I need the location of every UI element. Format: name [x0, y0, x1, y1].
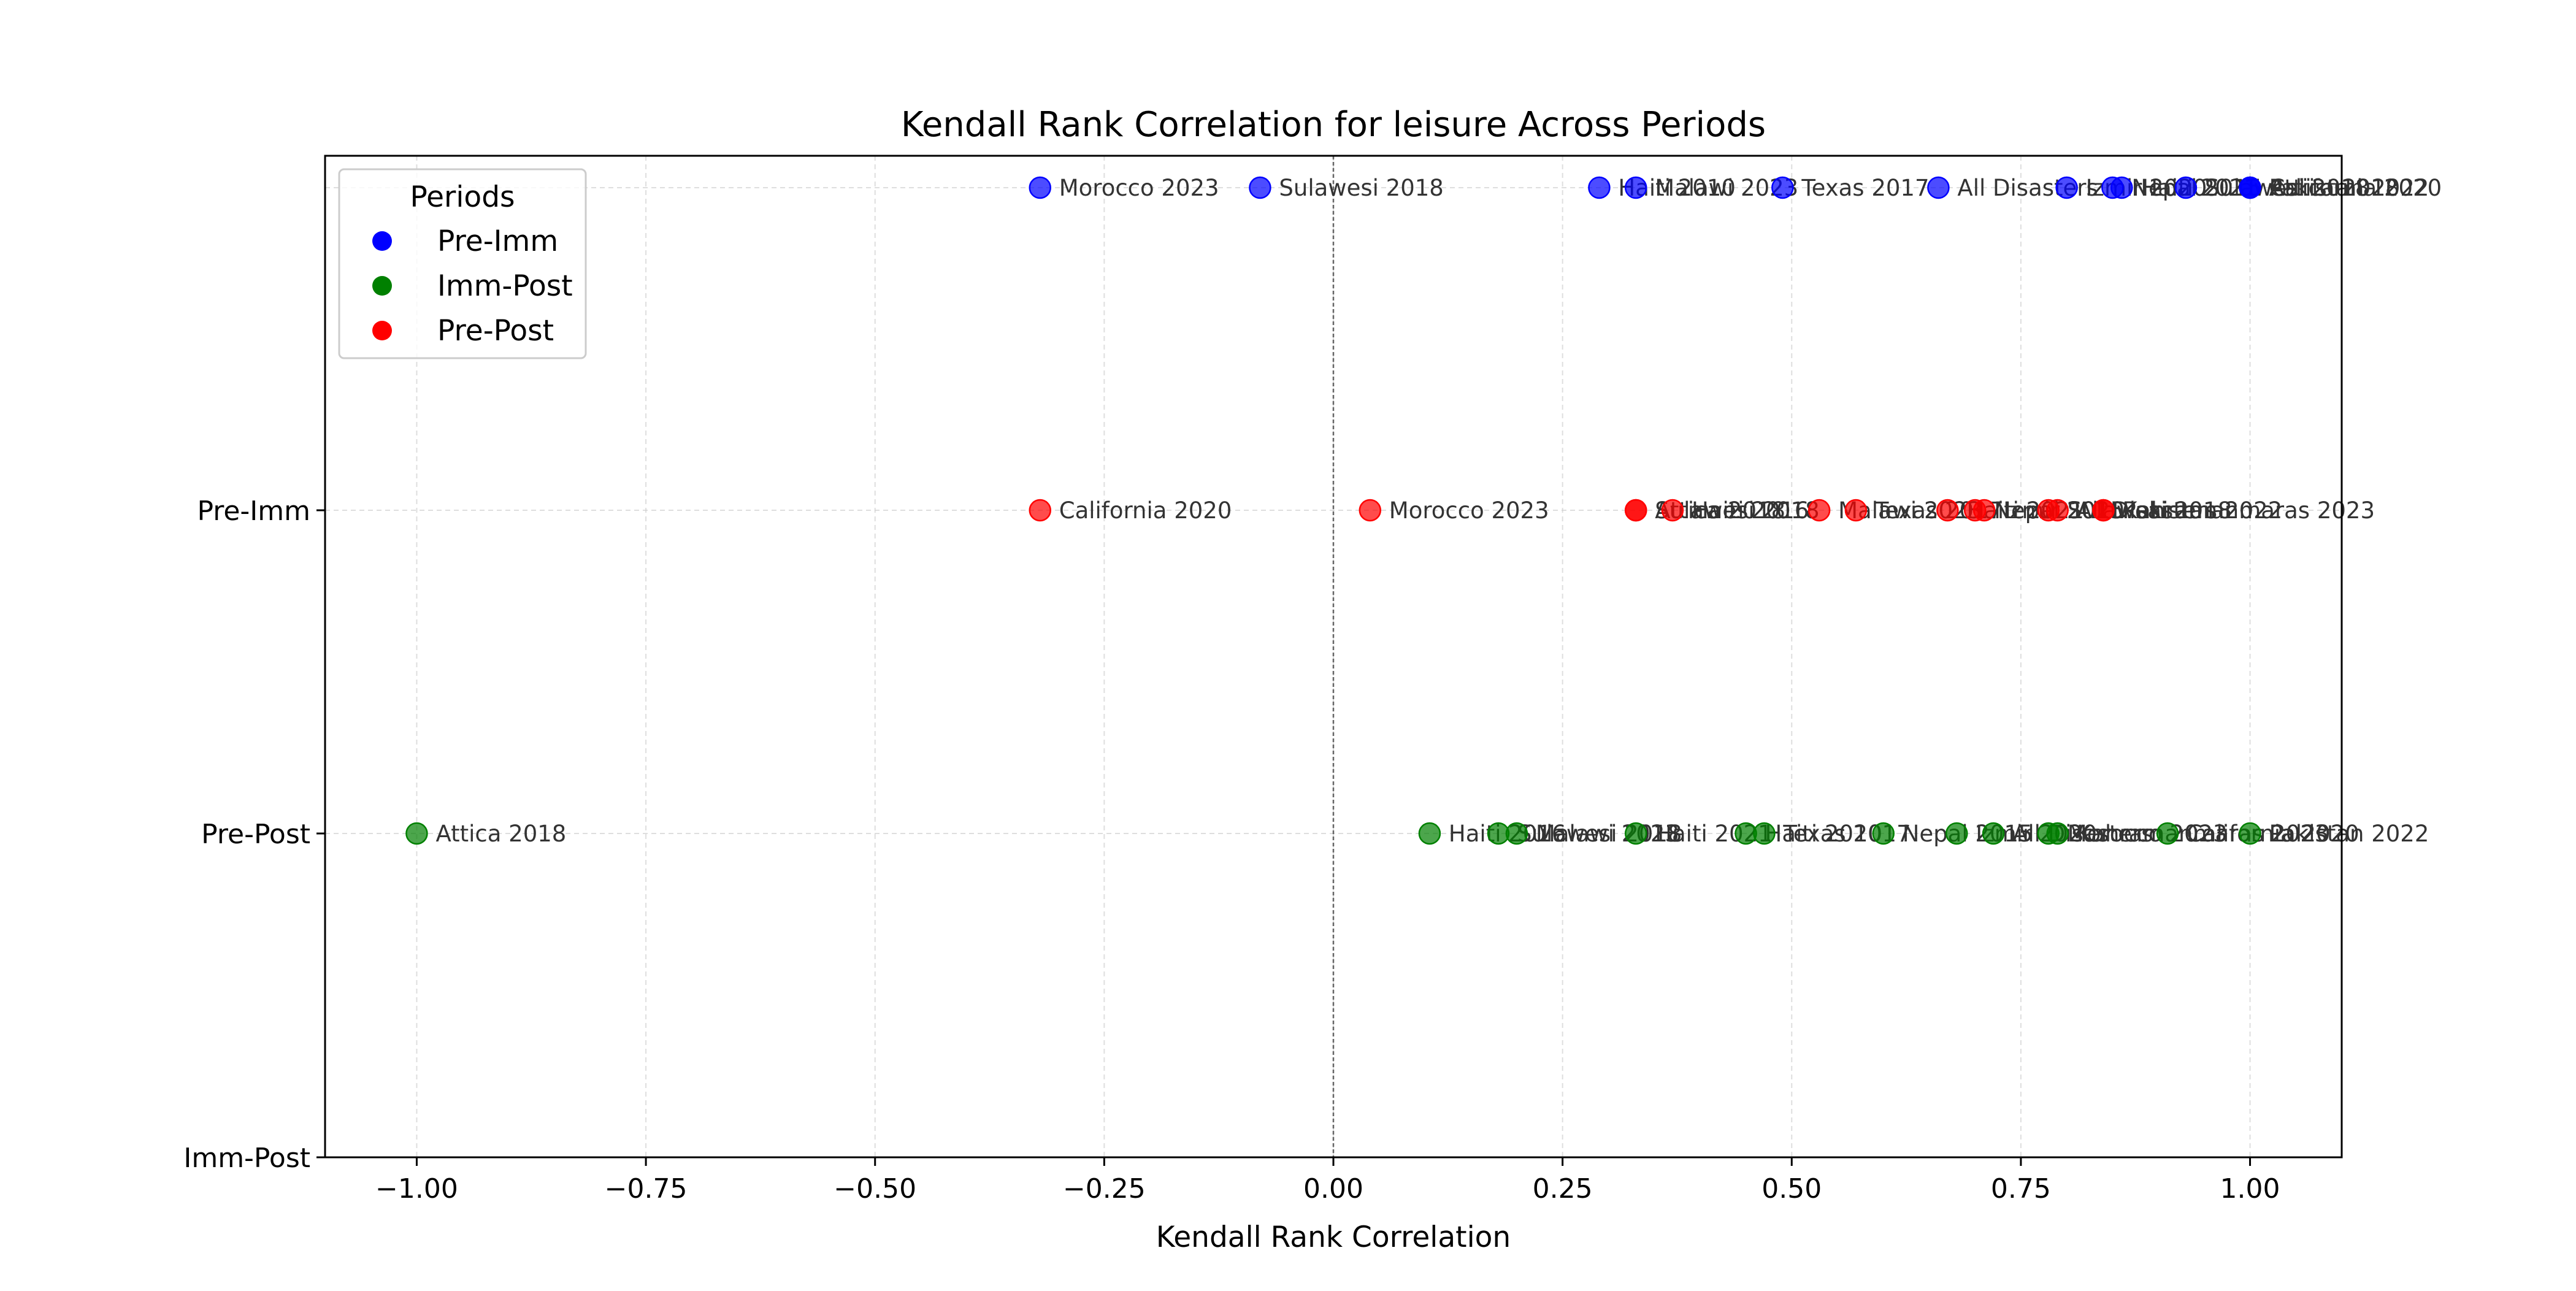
data-point-label: Haiti 2021	[2141, 175, 2258, 201]
data-point-label: All Disasters	[2012, 821, 2153, 847]
data-point	[1927, 176, 1950, 199]
data-point	[1029, 499, 1051, 522]
x-tick-label: 0.50	[1761, 1173, 1822, 1205]
data-point-label: California 2020	[2187, 821, 2359, 847]
data-point	[1872, 822, 1895, 845]
data-point	[1624, 499, 1647, 522]
data-point-label: California 2020	[2269, 175, 2442, 201]
data-point	[2046, 499, 2069, 522]
data-point-label: Attica 2018	[435, 821, 566, 847]
data-point-label: Pakistan 2022	[2269, 821, 2429, 847]
data-point-label: Pakistan 2022	[2269, 175, 2429, 201]
data-point	[2092, 499, 2115, 522]
data-point	[1844, 499, 1868, 522]
data-point-label: Kahramanmaras 2023	[2077, 821, 2329, 847]
x-tick-label: 0.75	[1991, 1173, 2051, 1205]
legend-marker	[372, 321, 392, 340]
data-point	[1359, 499, 1382, 522]
legend-box	[338, 168, 587, 359]
legend-entry-label: Imm-Post	[437, 269, 573, 303]
x-axis-ticks: −1.00 −0.75 −0.50 −0.25 0.00 0.25 0.50 0.75 1.00	[375, 1157, 2280, 1205]
data-point-label: Morocco 2023	[2068, 821, 2228, 847]
data-point-label: Haiti 2010	[1765, 821, 1883, 847]
data-point	[405, 822, 428, 845]
data-point-label: Morocco 2023	[1389, 497, 1549, 524]
y-tick-label: Pre-Post	[201, 819, 310, 850]
legend-entries: Pre-Imm Imm-Post Pre-Post	[372, 224, 573, 348]
data-point	[1753, 822, 1776, 845]
data-point	[2110, 176, 2133, 199]
x-tick-label: −1.00	[375, 1173, 458, 1205]
legend-title: Periods	[410, 180, 515, 214]
data-point-label: Morocco 2023	[1059, 175, 1219, 201]
x-tick-label: −0.50	[834, 1173, 916, 1205]
data-point	[1505, 822, 1528, 845]
data-point	[1624, 822, 1647, 845]
data-point-label: California 2020	[1059, 497, 1232, 524]
y-axis-ticks: Pre-Imm Pre-Post Imm-Post	[183, 496, 325, 1174]
data-point	[2239, 822, 2261, 845]
chart-title: Kendall Rank Correlation for leisure Acr…	[901, 105, 1766, 145]
data-point-label: Pakistan 2022	[2122, 497, 2282, 524]
y-tick-label: Pre-Imm	[197, 496, 310, 527]
x-tick-label: −0.75	[605, 1173, 688, 1205]
x-tick-label: 0.25	[1533, 1173, 1593, 1205]
data-point	[1936, 499, 1959, 522]
data-point	[1972, 499, 1996, 522]
legend-entry-label: Pre-Imm	[437, 224, 558, 258]
data-point-label: Texas 2017	[1801, 175, 1929, 201]
data-point	[1029, 176, 1051, 199]
data-point	[2239, 176, 2261, 199]
data-point-label: Haiti 2016	[1692, 497, 1809, 524]
data-point-label: Kahramanmaras 2023	[2122, 497, 2375, 524]
x-tick-label: 1.00	[2220, 1173, 2280, 1205]
data-point	[1945, 822, 1968, 845]
legend-marker	[372, 276, 392, 296]
data-point-label: Sulawesi 2018	[1279, 175, 1443, 201]
data-point	[2055, 176, 2078, 199]
legend-entry-label: Pre-Post	[437, 314, 554, 348]
data-point-label: Attica 2018	[2269, 175, 2400, 201]
y-tick-label: Imm-Post	[183, 1143, 310, 1174]
legend-marker	[372, 231, 392, 251]
x-axis-label: Kendall Rank Correlation	[1156, 1220, 1511, 1254]
data-point	[1807, 499, 1831, 522]
x-tick-label: −0.25	[1063, 1173, 1146, 1205]
legend: Periods Pre-Imm Imm-Post Pre-Post	[338, 168, 587, 359]
data-point	[2156, 822, 2179, 845]
data-point	[1588, 176, 1611, 199]
data-point	[2174, 176, 2198, 199]
data-point	[1249, 176, 1271, 199]
data-point	[2046, 822, 2069, 845]
data-point	[1624, 176, 1647, 199]
data-point	[1418, 822, 1441, 845]
data-point	[1982, 822, 2005, 845]
data-point	[1661, 499, 1684, 522]
data-point	[1771, 176, 1794, 199]
data-point-label: Sulawesi 2018	[1517, 821, 1682, 847]
data-point-label: Malawi 2023	[1536, 821, 1679, 847]
x-tick-label: 0.00	[1303, 1173, 1363, 1205]
